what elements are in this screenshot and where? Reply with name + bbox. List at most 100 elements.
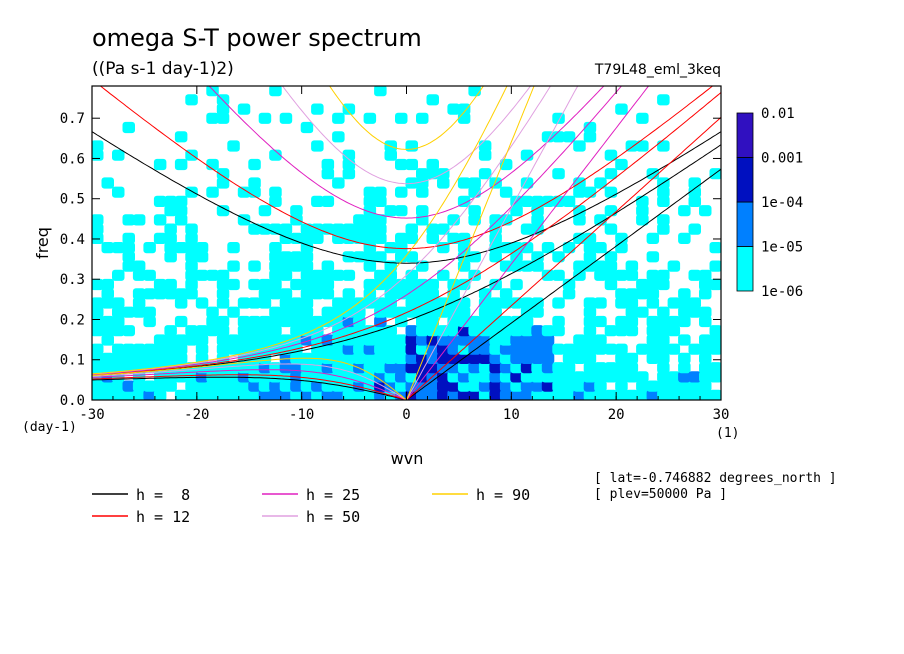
power-cell [101,315,114,328]
power-cell [604,186,618,198]
power-cell [374,371,387,383]
power-cell [531,389,544,400]
power-cell [604,389,618,400]
power-cell [499,186,513,198]
power-cell [552,325,565,337]
x-tick-label: 0 [402,407,410,423]
power-cell [258,315,272,328]
power-cell [531,371,544,383]
power-cell [216,288,230,300]
power-cell [216,103,230,115]
power-cell [342,297,356,309]
power-cell [363,214,377,226]
power-cell [678,371,691,383]
power-cell [258,389,272,400]
power-cell [101,325,114,337]
power-cell [541,334,555,346]
power-cell [384,205,397,217]
power-cell [311,288,324,300]
power-cell [489,297,502,309]
dispersion-curve [92,92,721,376]
power-cell [248,325,261,337]
power-cell [206,389,219,400]
power-cell [164,251,177,263]
power-cell [636,195,649,207]
power-cell [395,112,408,124]
power-cell [374,297,387,309]
power-cell [457,103,471,115]
power-cell [457,177,471,189]
power-cell [143,380,156,392]
power-cell [699,343,712,355]
power-cell [290,251,303,263]
y-tick-label: 0.2 [60,312,85,328]
power-cell [237,325,251,337]
power-cell [426,94,439,106]
power-cell [374,232,387,244]
power-cell [510,352,523,364]
power-cell [583,380,597,392]
power-cell [657,315,670,328]
power-cell [583,315,597,328]
power-cell [258,334,272,346]
power-cell [636,389,649,400]
power-cell [489,362,502,374]
power-cell [625,371,639,383]
power-cell [688,297,701,309]
power-cell [248,177,261,189]
power-cell [164,205,177,217]
power-cell [688,195,701,207]
power-cell [353,223,366,235]
power-cell [594,242,607,254]
power-cell [531,343,544,355]
power-cell [332,297,345,309]
power-cell [657,214,670,226]
power-cell [290,325,303,337]
power-cell [447,214,460,226]
power-cell [583,362,597,374]
power-cell [279,260,293,272]
power-cell [615,269,628,281]
power-cell [468,389,481,400]
power-cell [300,306,314,318]
power-cell [688,380,701,392]
dispersion-curve [92,363,407,400]
power-cell [457,343,471,355]
y-axis-label: freq [33,227,52,259]
power-cell [615,288,628,300]
power-cell [604,362,618,374]
power-cell [153,195,167,207]
power-cell [342,223,356,235]
power-cell [541,269,555,281]
power-cell [583,334,597,346]
power-cell [112,352,125,364]
power-cell [395,362,408,374]
power-cell [185,260,198,272]
power-cell [332,131,345,143]
power-cell [489,242,502,254]
power-cell [667,343,681,355]
power-cell [625,260,639,272]
power-cell [531,251,544,263]
dispersion-curve [406,116,721,400]
power-cell [92,315,104,328]
dispersion-curve [406,86,650,400]
power-cell [468,205,481,217]
power-cell [227,140,240,152]
power-cell [667,371,681,383]
power-cell [520,362,534,374]
power-cell [573,334,586,346]
power-cell [374,214,387,226]
power-cell [552,269,565,281]
power-cell [363,325,377,337]
power-cell [185,380,198,392]
power-cell [132,380,146,392]
power-cell [132,269,146,281]
power-cell [185,242,198,254]
y-tick-label: 0.0 [60,393,85,409]
power-cell [447,103,460,115]
power-cell [300,260,314,272]
power-cell [426,158,439,171]
power-cell [604,223,618,235]
power-cell [174,352,188,364]
